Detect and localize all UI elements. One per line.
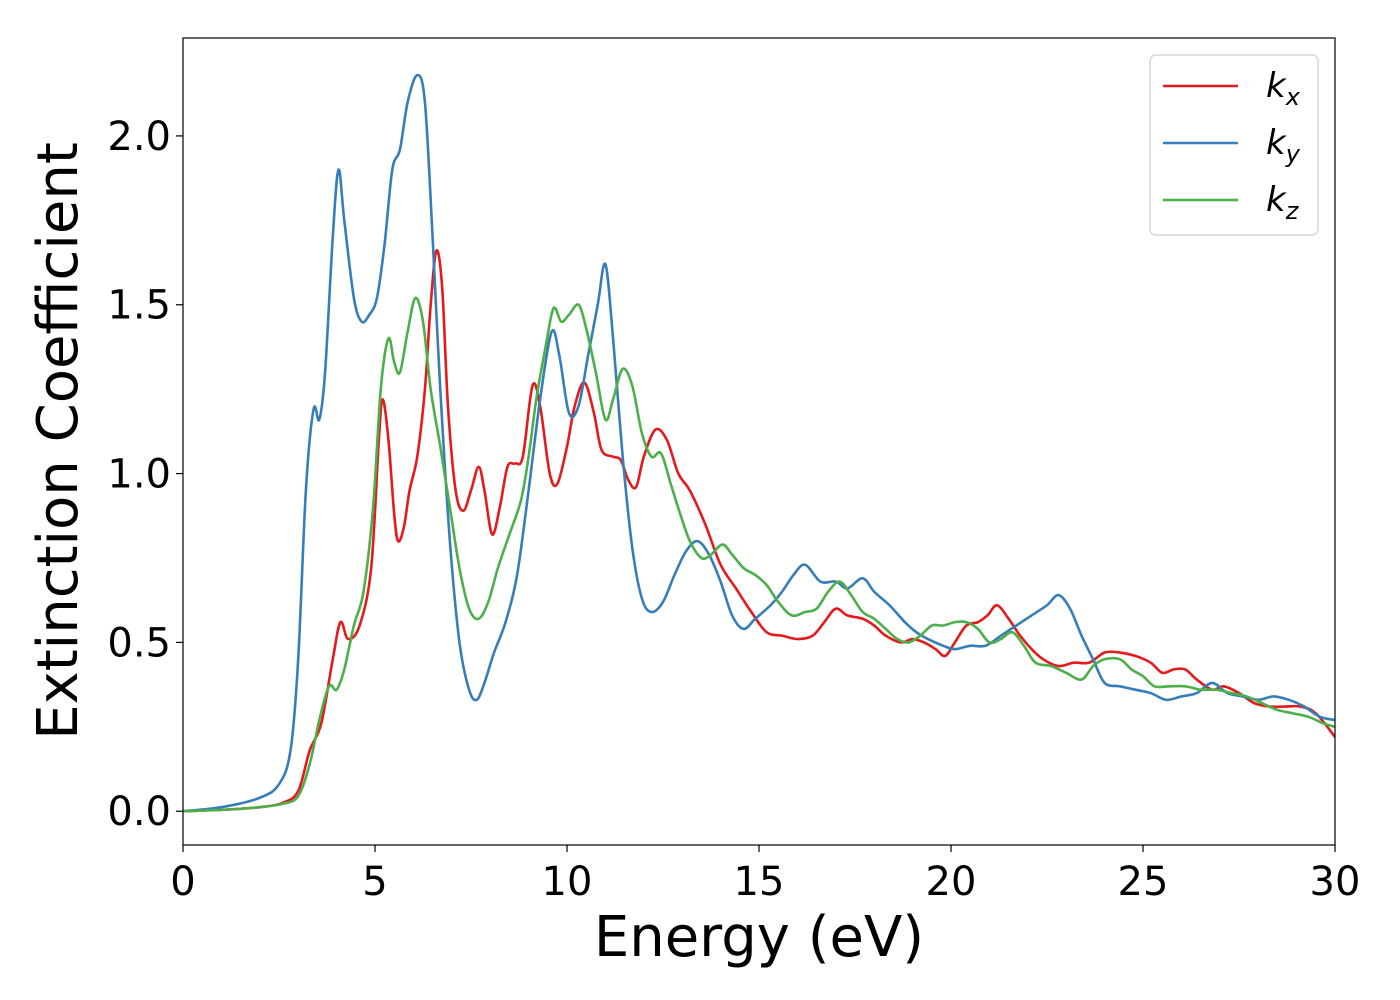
legend: kx ky kz xyxy=(1149,54,1319,236)
x-axis-title: Energy (eV) xyxy=(594,905,924,970)
series-line-k-y xyxy=(183,73,1335,813)
y-tick-label: 2.0 xyxy=(107,114,171,160)
y-axis-ticks: 0.0 0.5 1.0 1.5 2.0 xyxy=(107,114,183,835)
x-tick-label: 5 xyxy=(362,859,387,905)
x-tick-label: 30 xyxy=(1310,859,1361,905)
y-tick-label: 1.0 xyxy=(107,452,171,498)
legend-label-k-x: kx xyxy=(1266,66,1301,111)
legend-label-k-z: kz xyxy=(1266,180,1300,225)
series-layer xyxy=(183,73,1335,813)
y-tick-label: 0.0 xyxy=(107,789,171,835)
series-line-k-x xyxy=(183,249,1335,813)
series-line-k-z xyxy=(183,296,1335,813)
x-tick-label: 10 xyxy=(542,859,593,905)
x-tick-label: 0 xyxy=(170,859,195,905)
y-tick-label: 1.5 xyxy=(107,283,171,329)
legend-box xyxy=(1149,54,1319,236)
y-tick-label: 0.5 xyxy=(107,620,171,666)
y-axis-title: Extinction Coefficient xyxy=(26,142,91,740)
x-tick-label: 25 xyxy=(1118,859,1169,905)
legend-label-k-y: ky xyxy=(1266,123,1301,168)
x-axis-ticks: 0 5 10 15 20 25 30 xyxy=(170,845,1360,905)
x-tick-label: 20 xyxy=(926,859,977,905)
x-tick-label: 15 xyxy=(734,859,785,905)
legend-items: kx ky kz xyxy=(1163,66,1301,225)
